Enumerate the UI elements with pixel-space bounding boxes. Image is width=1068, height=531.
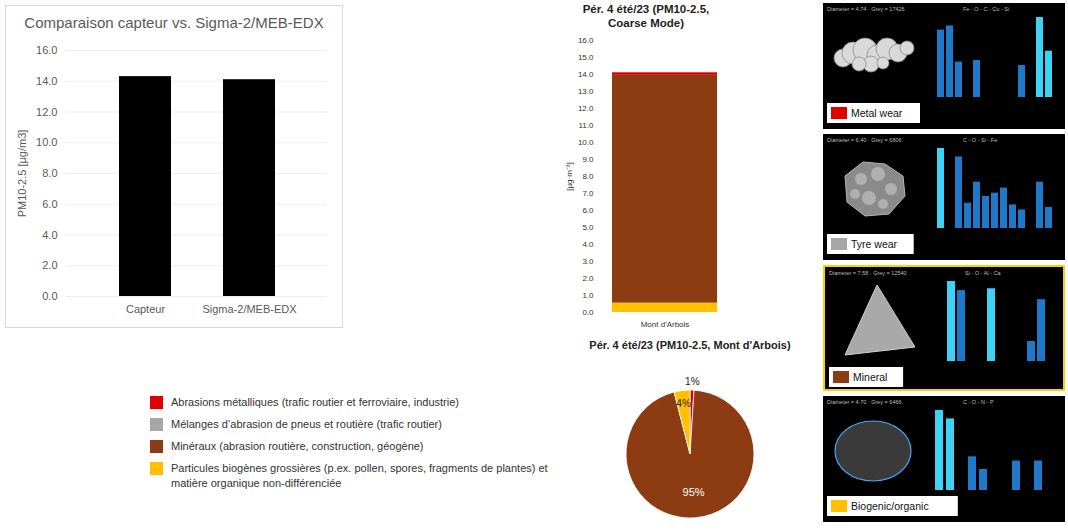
svg-text:10.0: 10.0 [36,136,57,148]
svg-text:6.0: 6.0 [42,198,57,210]
html-text:Abrasions métalliques (trafic: Abrasions métalliques (trafic routier et… [171,396,459,408]
svg-text:Tyre wear: Tyre wear [851,238,898,250]
svg-text:Diameter = 4.74 · Grey = 17426: Diameter = 4.74 · Grey = 17426 [827,6,905,12]
svg-text:8.0: 8.0 [582,172,594,181]
svg-text:95%: 95% [683,486,705,498]
svg-text:Si - O - Al - Ca: Si - O - Al - Ca [965,270,1001,276]
svg-text:Mineral: Mineral [853,371,887,383]
svg-text:Metal wear: Metal wear [851,107,903,119]
svg-text:2.0: 2.0 [42,259,57,271]
svg-text:Fe - O - C - Cu - Si: Fe - O - C - Cu - Si [963,6,1009,12]
html-text:Mélanges d’abrasion de pneus e: Mélanges d’abrasion de pneus et routière… [171,418,442,430]
svg-text:Diameter = 4.70 · Grey = 6466: Diameter = 4.70 · Grey = 6466 [827,399,902,405]
svg-text:4%: 4% [676,398,691,409]
svg-text:16.0: 16.0 [36,44,57,56]
svg-text:14.0: 14.0 [578,70,594,79]
svg-text:13.0: 13.0 [578,87,594,96]
svg-text:10.0: 10.0 [578,138,594,147]
html-text:Pér. 4 été/23 (PM10-2.5, Coars: Pér. 4 été/23 (PM10-2.5, Coarse Mode) [582,3,710,29]
svg-text:5.0: 5.0 [582,223,594,232]
svg-text:12.0: 12.0 [36,106,57,118]
svg-text:4.0: 4.0 [42,229,57,241]
svg-text:Mont d'Arbois: Mont d'Arbois [641,320,690,329]
svg-text:C - O - N - P: C - O - N - P [963,399,994,405]
svg-text:Diameter = 6.40 · Grey = 6806: Diameter = 6.40 · Grey = 6806 [827,137,902,143]
svg-text:Capteur: Capteur [126,303,165,315]
svg-text:C - O - Si - Fe: C - O - Si - Fe [963,137,997,143]
svg-text:14.0: 14.0 [36,75,57,87]
svg-text:0.0: 0.0 [582,308,594,317]
svg-text:1.0: 1.0 [582,291,594,300]
svg-text:16.0: 16.0 [578,36,594,45]
html-text:Pér. 4 été/23 (PM10-2.5, Mont: Pér. 4 été/23 (PM10-2.5, Mont d'Arbois) [589,339,791,351]
svg-text:4.0: 4.0 [582,240,594,249]
svg-text:Diameter = 7.58 · Grey = 12540: Diameter = 7.58 · Grey = 12540 [829,270,907,276]
svg-text:11.0: 11.0 [579,121,595,130]
svg-text:12.0: 12.0 [578,104,594,113]
svg-text:2.0: 2.0 [582,274,594,283]
svg-text:6.0: 6.0 [582,206,594,215]
svg-text:Sigma-2/MEB-EDX: Sigma-2/MEB-EDX [202,303,297,315]
html-text:Minéraux (abrasion routière, c: Minéraux (abrasion routière, constructio… [171,440,424,452]
svg-text:0.0: 0.0 [42,290,57,302]
html-text:Comparaison capteur vs. Sigma-: Comparaison capteur vs. Sigma-2/MEB-EDX [24,14,324,31]
svg-text:1%: 1% [685,376,700,387]
svg-text:[µg·m⁻³]: [µg·m⁻³] [565,162,574,191]
svg-text:15.0: 15.0 [578,53,594,62]
svg-text:Biogenic/organic: Biogenic/organic [851,500,929,512]
svg-text:9.0: 9.0 [582,155,594,164]
html-text:Particules biogènes grossières: Particules biogènes grossières (p.ex. po… [171,462,548,489]
svg-text:8.0: 8.0 [42,167,57,179]
svg-text:PM10-2.5 [µg/m3]: PM10-2.5 [µg/m3] [16,130,28,218]
svg-text:7.0: 7.0 [582,189,594,198]
svg-text:3.0: 3.0 [582,257,594,266]
